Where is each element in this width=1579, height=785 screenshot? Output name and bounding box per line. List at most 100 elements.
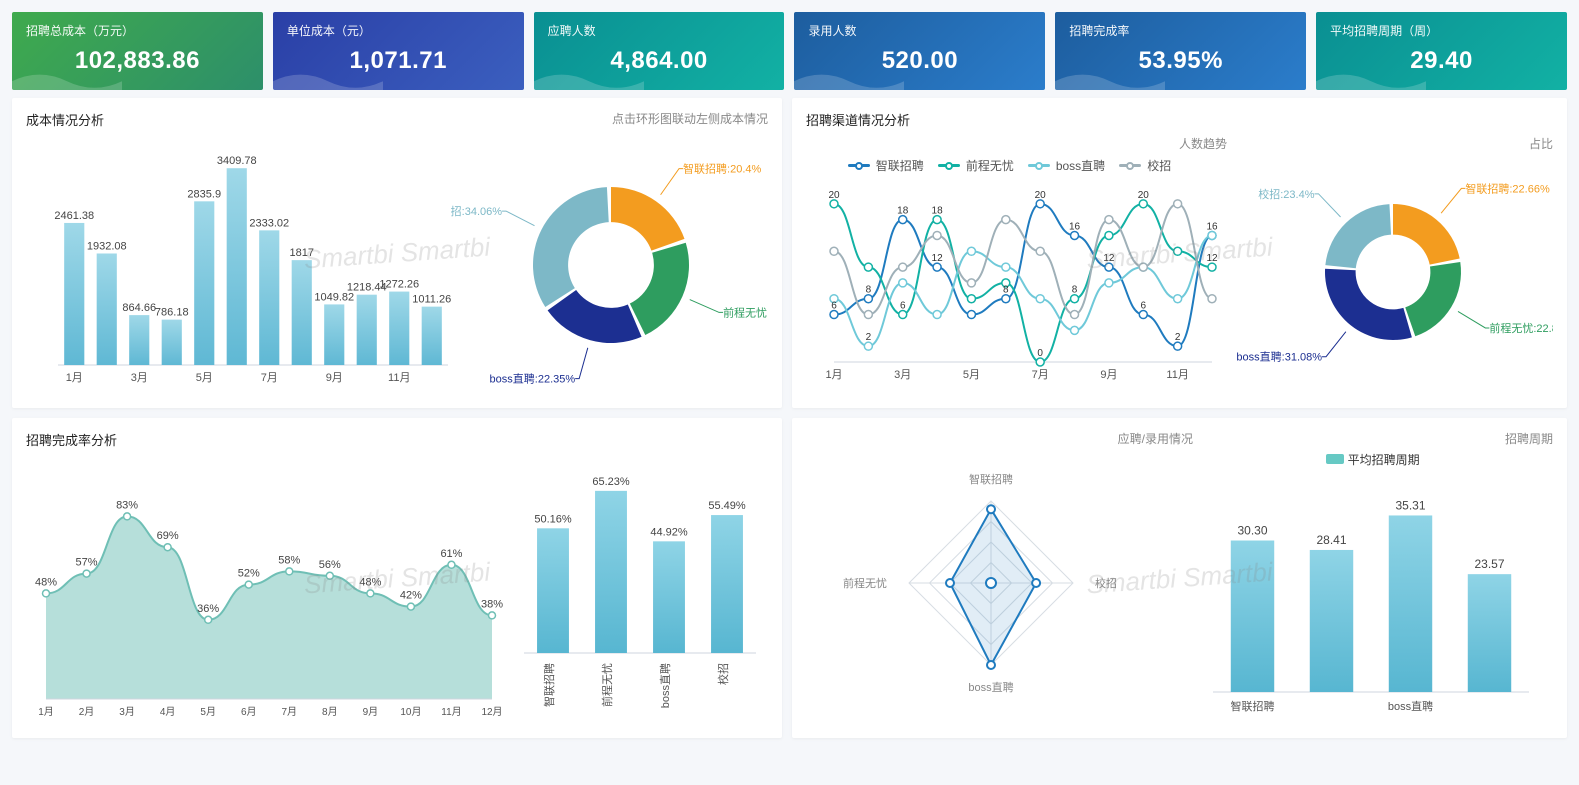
- svg-text:23.57: 23.57: [1474, 557, 1504, 571]
- svg-text:6: 6: [831, 301, 837, 312]
- svg-text:69%: 69%: [157, 530, 179, 542]
- svg-text:9月: 9月: [363, 706, 379, 718]
- kpi-card[interactable]: 招聘总成本（万元）102,883.86: [12, 12, 263, 90]
- kpi-card[interactable]: 单位成本（元）1,071.71: [273, 12, 524, 90]
- cost-panel: 成本情况分析 点击环形图联动左侧成本情况 Smartbi Smartbi 246…: [12, 98, 782, 408]
- row-1: 成本情况分析 点击环形图联动左侧成本情况 Smartbi Smartbi 246…: [0, 98, 1579, 418]
- svg-text:3月: 3月: [119, 706, 135, 718]
- svg-text:9月: 9月: [1100, 369, 1117, 381]
- svg-text:2: 2: [866, 332, 872, 343]
- kpi-card[interactable]: 应聘人数4,864.00: [534, 12, 785, 90]
- svg-text:38%: 38%: [481, 598, 503, 610]
- svg-text:5月: 5月: [196, 372, 213, 384]
- cost-bar-chart[interactable]: 2461.381932.08864.66786.182835.93409.782…: [26, 135, 451, 395]
- cycle-title: 招聘周期: [1193, 430, 1553, 447]
- kpi-card[interactable]: 平均招聘周期（周）29.40: [1316, 12, 1567, 90]
- svg-text:20: 20: [1035, 190, 1047, 201]
- svg-text:1月: 1月: [825, 369, 842, 381]
- svg-text:boss直聘:22.35%: boss直聘:22.35%: [490, 372, 576, 386]
- svg-text:5月: 5月: [963, 369, 980, 381]
- svg-text:57%: 57%: [76, 557, 98, 569]
- svg-text:2月: 2月: [79, 706, 95, 718]
- svg-text:56%: 56%: [319, 559, 341, 571]
- svg-text:6月: 6月: [241, 706, 257, 718]
- channel-line-chart[interactable]: 1月3月5月7月9月11月206821861812820016812620216…: [806, 178, 1226, 388]
- svg-text:1272.26: 1272.26: [379, 279, 419, 291]
- channel-donut-chart[interactable]: 智联招聘:22.66%前程无忧:22.8...boss直聘:31.08%校招:2…: [1233, 152, 1553, 392]
- svg-text:11月: 11月: [1166, 369, 1188, 381]
- kpi-title: 平均招聘周期（周）: [1330, 22, 1553, 39]
- svg-text:20: 20: [828, 190, 840, 201]
- svg-text:7月: 7月: [281, 706, 297, 718]
- svg-text:36%: 36%: [197, 603, 219, 615]
- svg-text:7月: 7月: [261, 372, 278, 384]
- kpi-wave-icon: [1316, 68, 1426, 90]
- svg-text:18: 18: [932, 206, 944, 217]
- completion-bar-chart[interactable]: 50.16%智联招聘65.23%前程无忧44.92%boss直聘55.49%校招: [506, 455, 766, 725]
- cycle-legend: 平均招聘周期: [1193, 451, 1553, 468]
- svg-text:校招: 校招: [1095, 576, 1117, 590]
- svg-text:校招:23.4%: 校招:23.4%: [1258, 187, 1314, 201]
- row-2: 招聘完成率分析 Smartbi Smartbi 48%57%83%69%36%5…: [0, 418, 1579, 748]
- svg-text:42%: 42%: [400, 590, 422, 602]
- legend-item[interactable]: 前程无忧: [938, 157, 1014, 174]
- channel-left-title: 人数趋势: [806, 135, 1227, 152]
- cost-donut-chart[interactable]: 智联招聘:20.4%前程无忧:2...boss直聘:22.35%招:34.06%: [451, 135, 768, 395]
- svg-text:55.49%: 55.49%: [708, 500, 746, 512]
- svg-text:20: 20: [1138, 190, 1150, 201]
- svg-text:6: 6: [900, 301, 906, 312]
- svg-text:44.92%: 44.92%: [650, 526, 688, 538]
- kpi-wave-icon: [534, 68, 644, 90]
- svg-text:2835.9: 2835.9: [187, 188, 221, 200]
- kpi-title: 单位成本（元）: [287, 22, 510, 39]
- kpi-wave-icon: [794, 68, 904, 90]
- kpi-wave-icon: [273, 68, 383, 90]
- kpi-card[interactable]: 招聘完成率53.95%: [1055, 12, 1306, 90]
- kpi-wave-icon: [1055, 68, 1165, 90]
- svg-text:10月: 10月: [400, 706, 421, 718]
- svg-text:2: 2: [1175, 332, 1181, 343]
- svg-text:28.41: 28.41: [1316, 533, 1346, 547]
- svg-text:前程无忧:22.8...: 前程无忧:22.8...: [1489, 321, 1553, 335]
- svg-text:50.16%: 50.16%: [534, 513, 572, 525]
- svg-text:83%: 83%: [116, 499, 138, 511]
- svg-text:16: 16: [1069, 221, 1081, 232]
- svg-text:35.31: 35.31: [1395, 498, 1425, 512]
- radar-chart[interactable]: 智联招聘校招boss直聘前程无忧: [806, 447, 1176, 727]
- svg-text:1月: 1月: [66, 372, 83, 384]
- svg-text:智联招聘: 智联招聘: [1231, 699, 1275, 713]
- completion-area-chart[interactable]: 48%57%83%69%36%52%58%56%48%42%61%38%1月2月…: [26, 455, 506, 725]
- svg-text:11月: 11月: [441, 706, 461, 718]
- channel-legend: 智联招聘前程无忧 boss直聘校招: [806, 156, 1227, 174]
- legend-item[interactable]: boss直聘: [1028, 157, 1105, 174]
- svg-text:12月: 12月: [481, 706, 502, 718]
- svg-text:3409.78: 3409.78: [217, 155, 257, 167]
- svg-text:58%: 58%: [278, 554, 300, 566]
- svg-text:智联招聘: 智联招聘: [542, 663, 556, 707]
- cycle-bar-chart[interactable]: 30.30 28.41 35.31 23.57 智联招聘 boss直聘: [1193, 472, 1543, 722]
- svg-text:12: 12: [932, 253, 944, 264]
- kpi-title: 招聘总成本（万元）: [26, 22, 249, 39]
- svg-text:智联招聘:20.4%: 智联招聘:20.4%: [683, 162, 761, 176]
- svg-text:18: 18: [897, 206, 909, 217]
- kpi-card[interactable]: 录用人数520.00: [794, 12, 1045, 90]
- cycle-legend-swatch: [1326, 454, 1344, 464]
- radar-title: 应聘/录用情况: [806, 430, 1193, 447]
- svg-text:30.30: 30.30: [1237, 524, 1267, 538]
- svg-text:864.66: 864.66: [122, 302, 156, 314]
- svg-text:boss直聘: boss直聘: [1388, 699, 1433, 713]
- svg-text:boss直聘:31.08%: boss直聘:31.08%: [1236, 350, 1322, 364]
- svg-text:6: 6: [1140, 301, 1146, 312]
- svg-text:前程无忧: 前程无忧: [600, 663, 614, 707]
- svg-text:1月: 1月: [38, 706, 54, 718]
- svg-text:8: 8: [1072, 285, 1078, 296]
- legend-item[interactable]: 智联招聘: [848, 157, 924, 174]
- svg-text:0: 0: [1037, 348, 1043, 359]
- svg-text:2461.38: 2461.38: [54, 210, 94, 222]
- cost-panel-hint: 点击环形图联动左侧成本情况: [612, 110, 768, 127]
- svg-text:3月: 3月: [131, 372, 148, 384]
- completion-panel-title: 招聘完成率分析: [26, 430, 768, 449]
- svg-text:5月: 5月: [200, 706, 216, 718]
- svg-text:前程无忧:2...: 前程无忧:2...: [723, 305, 768, 319]
- legend-item[interactable]: 校招: [1119, 157, 1171, 174]
